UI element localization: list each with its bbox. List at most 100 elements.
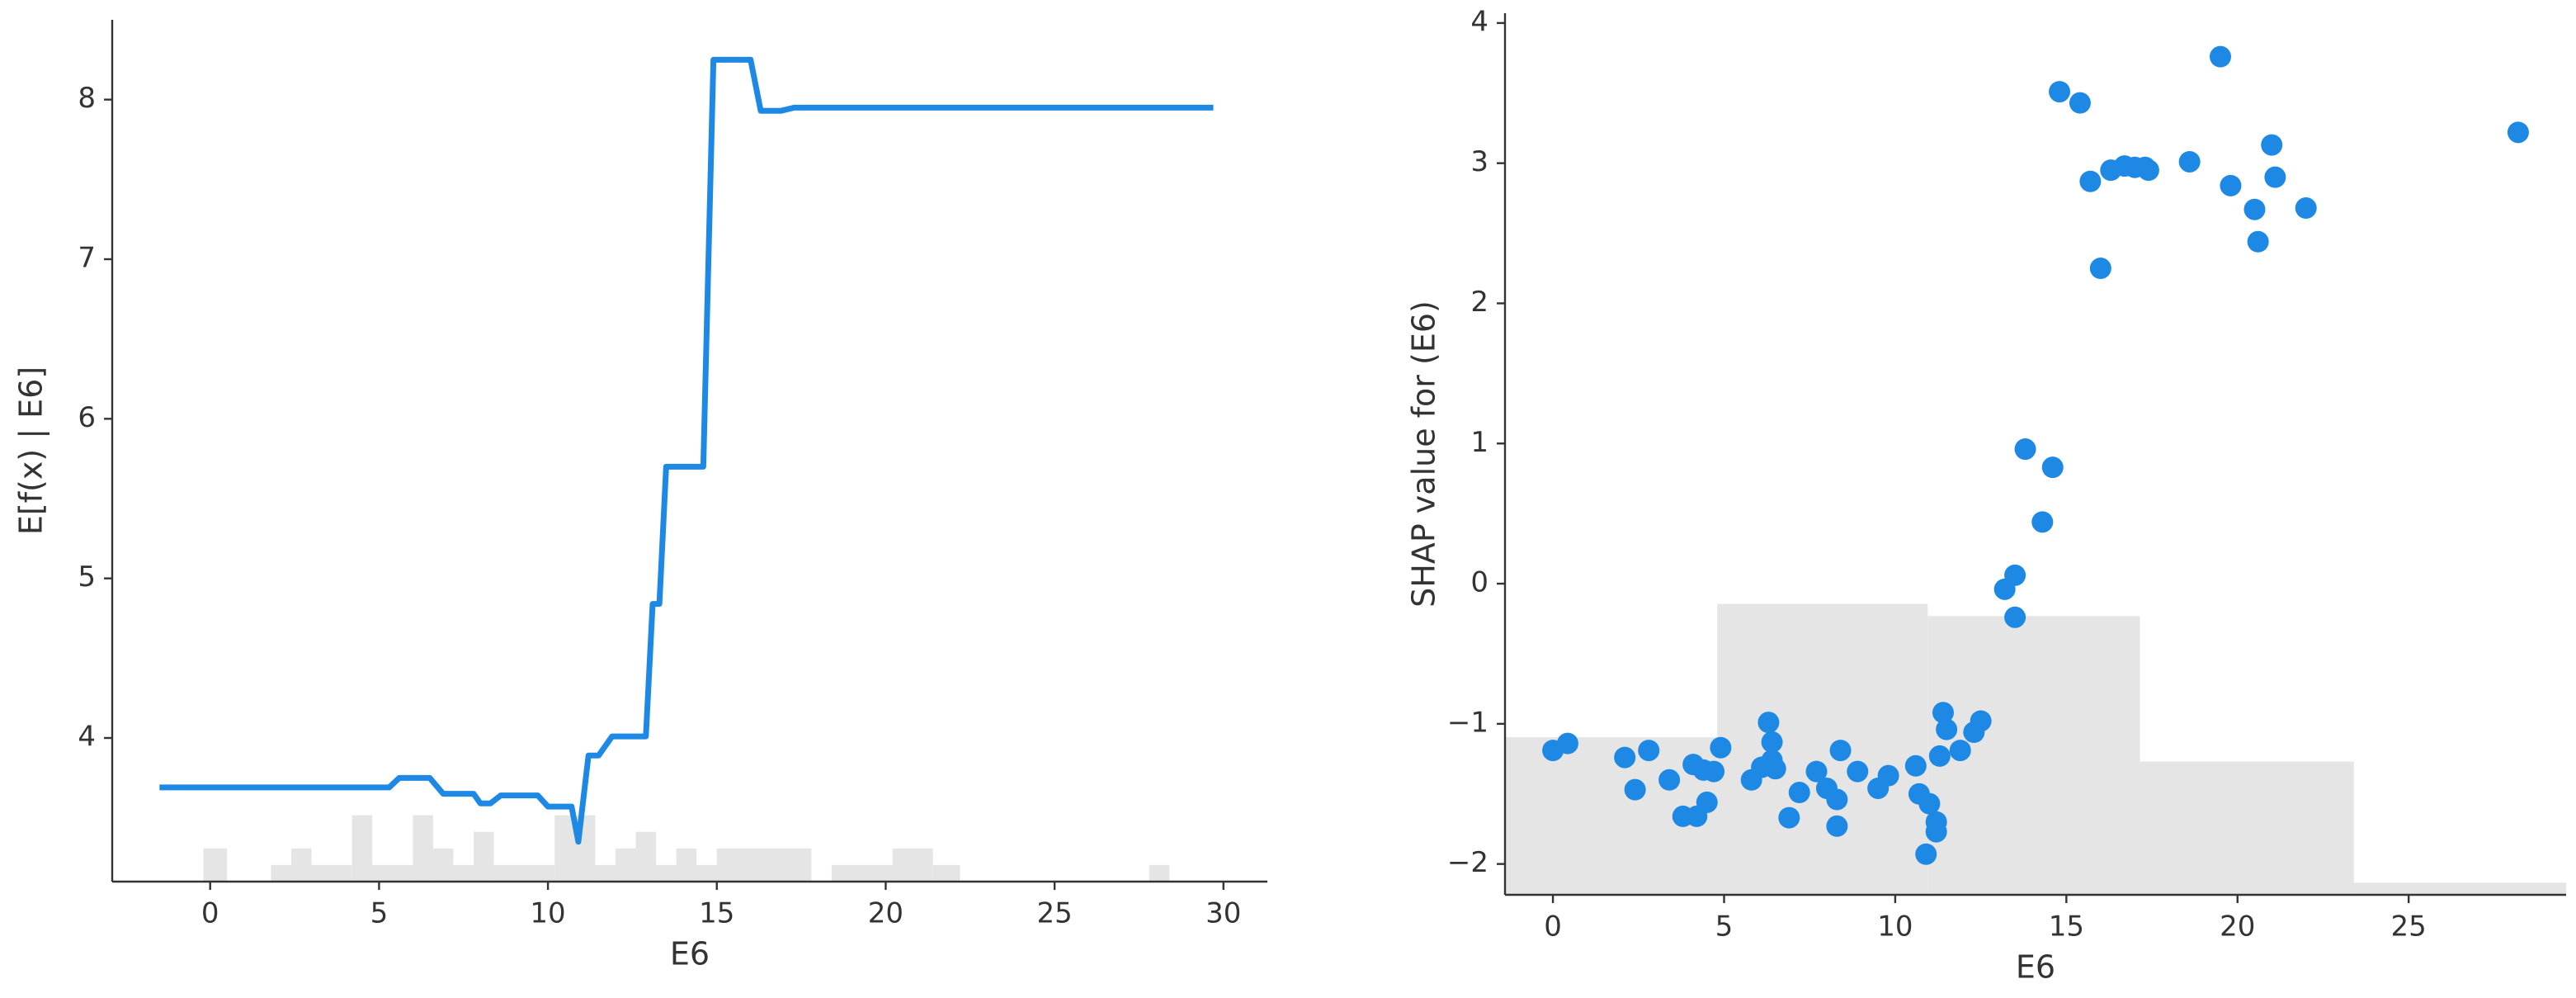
point	[1614, 746, 1636, 769]
histogram-bar	[595, 864, 616, 882]
histogram-bar	[696, 864, 717, 882]
point	[1761, 731, 1783, 753]
histogram-bar	[311, 864, 352, 882]
x-tick-label: 30	[1205, 897, 1241, 930]
histogram-bar	[474, 831, 494, 882]
point	[1805, 760, 1828, 783]
histogram-bar	[656, 864, 677, 882]
y-tick-label: −1	[1447, 706, 1489, 739]
point	[2041, 456, 2064, 479]
x-tick-label: 20	[868, 897, 903, 930]
point	[2014, 438, 2036, 461]
point	[1757, 712, 1780, 734]
point	[1778, 806, 1800, 829]
histogram-bar	[413, 815, 433, 882]
point	[1710, 736, 1732, 759]
histogram-bar	[2353, 882, 2566, 895]
histogram-bar	[271, 864, 291, 882]
point	[1658, 769, 1681, 791]
point	[2247, 230, 2269, 253]
point	[1932, 702, 1954, 724]
point	[2243, 198, 2266, 220]
histogram-bar	[932, 864, 960, 882]
histogram-bar	[635, 831, 657, 882]
histogram-bar	[432, 848, 454, 882]
point	[2137, 159, 2159, 182]
histogram-bar	[203, 848, 228, 882]
y-tick-label: 0	[1470, 566, 1489, 599]
point	[1915, 843, 1937, 865]
y-tick-label: 1	[1470, 426, 1489, 459]
y-tick-label: 6	[78, 401, 96, 434]
point	[2295, 197, 2317, 220]
histogram-bar	[453, 864, 474, 882]
point	[1847, 760, 1869, 783]
y-axis-label: E[f(x) | E6]	[13, 367, 50, 535]
point	[1877, 764, 1899, 787]
point	[1949, 740, 1971, 762]
histogram-bar	[892, 848, 933, 882]
point	[1970, 710, 1992, 732]
x-tick-label: 25	[2391, 910, 2427, 944]
point	[1788, 782, 1810, 804]
x-tick-label: 5	[370, 897, 389, 930]
x-tick-label: 0	[1544, 910, 1562, 944]
point	[1703, 760, 1725, 783]
point	[2089, 258, 2111, 280]
histogram-bar	[831, 864, 893, 882]
histogram-bar	[1149, 864, 1170, 882]
histogram-bar	[2140, 761, 2354, 895]
point	[2507, 121, 2529, 144]
point	[1826, 815, 1848, 837]
x-tick-label: 15	[2049, 910, 2084, 944]
y-tick-label: 8	[78, 82, 96, 115]
histogram-bar	[493, 864, 555, 882]
point	[2049, 81, 2071, 103]
x-axis-label: E6	[670, 936, 710, 972]
point	[1696, 791, 1718, 813]
point	[1829, 740, 1852, 762]
x-tick-label: 10	[1877, 910, 1913, 944]
x-axis-label: E6	[2016, 949, 2055, 986]
y-tick-label: 4	[1470, 5, 1489, 38]
x-tick-label: 25	[1036, 897, 1072, 930]
histogram-bar	[716, 848, 812, 882]
y-tick-label: 2	[1470, 286, 1489, 319]
point	[2004, 606, 2026, 628]
point	[2210, 45, 2232, 68]
point	[2069, 92, 2091, 114]
point	[1764, 758, 1786, 780]
x-tick-label: 20	[2220, 910, 2255, 944]
y-tick-label: 5	[78, 560, 96, 594]
point	[1624, 778, 1646, 801]
histogram-bar	[290, 848, 312, 882]
x-tick-label: 5	[1715, 910, 1734, 944]
point	[2178, 150, 2201, 173]
y-tick-label: 4	[78, 721, 96, 754]
point	[1826, 788, 1848, 811]
histogram-bar	[615, 848, 636, 882]
histogram-bar	[1717, 603, 1928, 895]
x-tick-label: 10	[530, 897, 565, 930]
line	[159, 56, 1214, 845]
y-tick-label: −2	[1447, 846, 1489, 879]
point	[2031, 511, 2054, 533]
point	[1556, 732, 1578, 754]
histogram-bar	[372, 864, 413, 882]
point	[2079, 170, 2102, 192]
histogram-bar	[351, 815, 373, 882]
point	[1638, 740, 1660, 762]
point	[1936, 718, 1958, 740]
point	[2220, 174, 2242, 196]
y-tick-label: 7	[78, 242, 96, 275]
point	[1918, 792, 1941, 815]
point	[1925, 821, 1947, 843]
point	[2264, 166, 2286, 188]
y-tick-label: 3	[1470, 145, 1489, 178]
point	[1904, 754, 1927, 777]
histogram-bar	[676, 848, 697, 882]
point	[2004, 564, 2026, 586]
x-tick-label: 15	[699, 897, 734, 930]
y-axis-label: SHAP value for (E6)	[1406, 300, 1442, 608]
